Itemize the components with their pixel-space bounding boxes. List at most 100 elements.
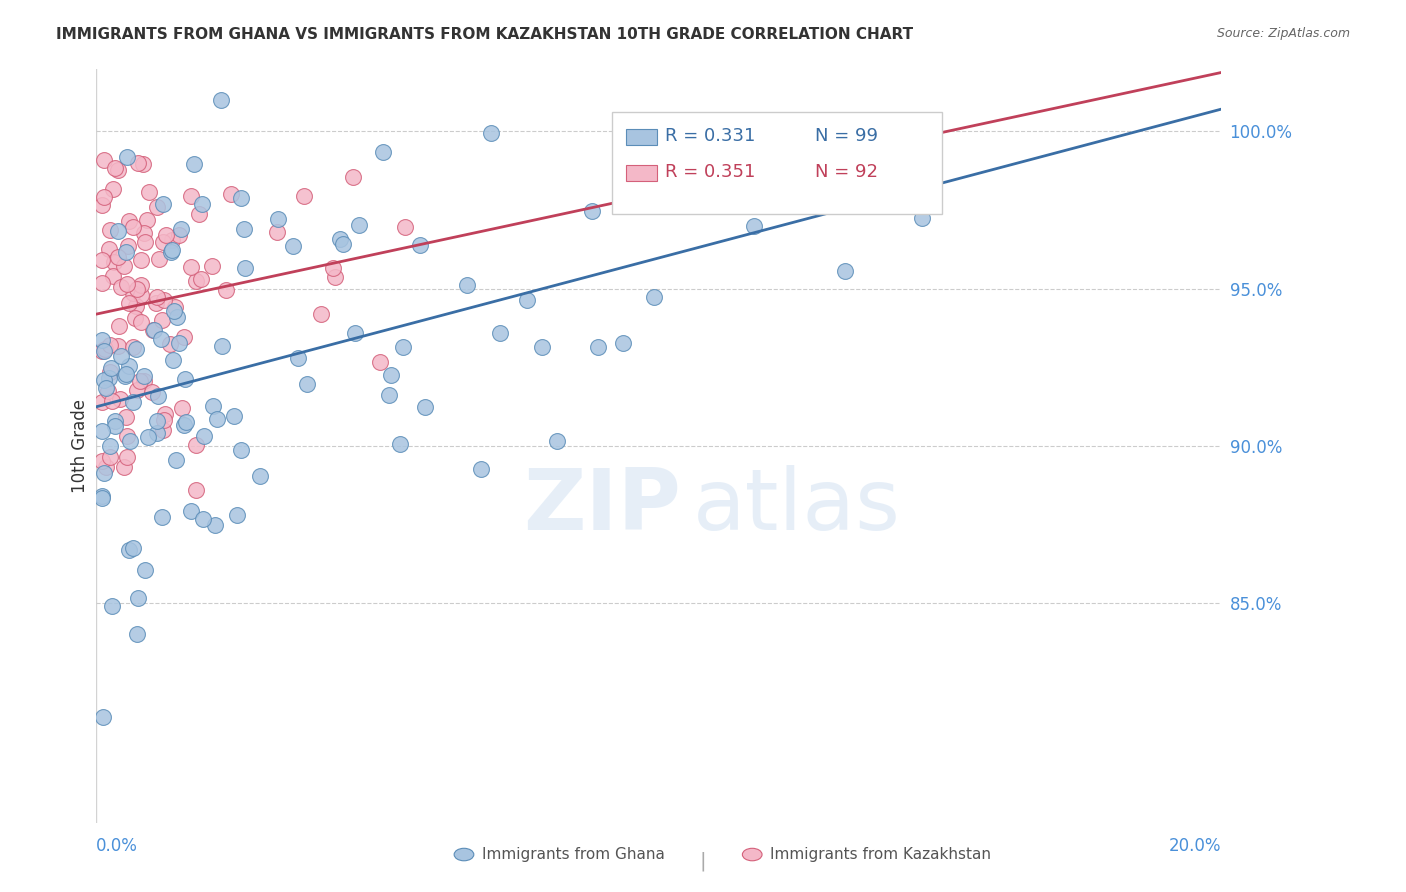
Point	[132, 157, 155, 171]
Point	[180, 504, 202, 518]
Point	[129, 278, 152, 293]
Point	[107, 163, 129, 178]
Point	[145, 295, 167, 310]
Text: ZIP: ZIP	[523, 465, 682, 548]
Point	[233, 261, 256, 276]
Point	[134, 369, 156, 384]
Point	[98, 439, 121, 453]
Point	[146, 200, 169, 214]
Point	[292, 189, 315, 203]
Point	[112, 259, 135, 273]
Point	[160, 244, 183, 259]
Point	[100, 361, 122, 376]
Point	[267, 211, 290, 226]
Point	[456, 277, 478, 292]
Point	[143, 323, 166, 337]
Point	[90, 343, 112, 358]
Point	[117, 295, 139, 310]
Point	[132, 227, 155, 241]
Point	[108, 392, 131, 407]
Point	[93, 373, 115, 387]
Text: Source: ZipAtlas.com: Source: ZipAtlas.com	[1216, 27, 1350, 40]
Point	[129, 252, 152, 267]
Point	[115, 450, 138, 465]
Point	[152, 423, 174, 437]
Point	[115, 245, 138, 260]
Point	[115, 428, 138, 442]
Point	[392, 340, 415, 354]
Point	[124, 310, 146, 325]
Point	[163, 304, 186, 318]
Text: R = 0.331: R = 0.331	[665, 128, 755, 145]
Point	[488, 326, 510, 341]
Point	[94, 460, 117, 475]
Point	[100, 394, 122, 409]
Point	[90, 198, 112, 212]
Point	[152, 196, 174, 211]
Point	[121, 395, 143, 409]
Point	[167, 336, 190, 351]
Point	[107, 250, 129, 264]
Point	[118, 213, 141, 227]
Point	[98, 242, 121, 256]
Point	[368, 355, 391, 369]
Text: IMMIGRANTS FROM GHANA VS IMMIGRANTS FROM KAZAKHSTAN 10TH GRADE CORRELATION CHART: IMMIGRANTS FROM GHANA VS IMMIGRANTS FROM…	[56, 27, 914, 42]
Point	[187, 207, 209, 221]
Point	[193, 428, 215, 442]
Point	[612, 335, 634, 350]
Point	[128, 374, 150, 388]
Point	[183, 157, 205, 171]
Point	[129, 315, 152, 329]
Point	[90, 394, 112, 409]
Point	[173, 372, 195, 386]
Point	[205, 412, 228, 426]
Point	[295, 377, 318, 392]
Point	[97, 384, 120, 399]
Point	[150, 312, 173, 326]
Point	[94, 342, 117, 356]
Point	[145, 426, 167, 441]
Point	[101, 269, 124, 284]
Point	[619, 165, 641, 179]
Point	[104, 414, 127, 428]
Point	[93, 343, 115, 358]
Point	[98, 338, 121, 352]
Point	[90, 333, 112, 347]
Point	[176, 415, 198, 429]
Point	[479, 126, 502, 140]
Point	[162, 233, 184, 247]
Point	[112, 459, 135, 474]
Point	[125, 627, 148, 641]
Point	[173, 330, 195, 344]
Point	[91, 709, 114, 723]
Point	[134, 563, 156, 577]
Point	[413, 401, 436, 415]
Point	[136, 213, 159, 227]
Point	[96, 381, 118, 395]
Point	[103, 182, 125, 196]
Point	[266, 225, 288, 239]
Point	[287, 351, 309, 365]
Point	[93, 153, 115, 167]
Point	[125, 299, 148, 313]
Point	[167, 228, 190, 243]
Point	[115, 150, 138, 164]
Point	[389, 437, 412, 451]
Point	[117, 239, 139, 253]
Point	[531, 339, 554, 353]
Point	[180, 189, 202, 203]
Point	[104, 161, 127, 176]
Point	[163, 300, 186, 314]
Point	[581, 203, 603, 218]
Point	[153, 413, 176, 427]
Point	[224, 409, 246, 424]
Point	[122, 541, 145, 555]
Point	[136, 430, 159, 444]
Point	[121, 219, 143, 234]
Y-axis label: 10th Grade: 10th Grade	[72, 399, 89, 493]
Point	[134, 235, 156, 249]
Point	[184, 483, 207, 497]
Point	[120, 434, 142, 449]
Point	[129, 287, 152, 301]
Point	[204, 517, 226, 532]
